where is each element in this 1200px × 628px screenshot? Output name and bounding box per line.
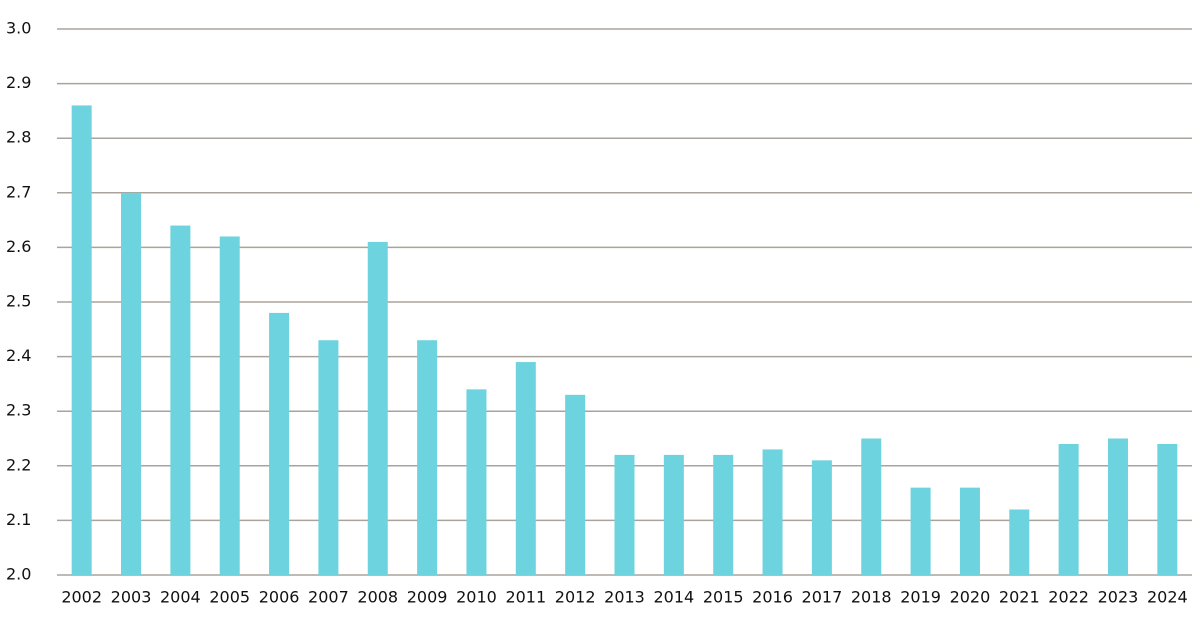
y-tick-label: 2.0 xyxy=(6,565,31,584)
bar xyxy=(762,449,783,575)
bar xyxy=(417,340,438,575)
y-tick-label: 2.4 xyxy=(6,346,31,365)
x-tick-label: 2009 xyxy=(407,588,448,607)
x-tick-label: 2011 xyxy=(505,588,546,607)
x-tick-label: 2006 xyxy=(259,588,300,607)
x-tick-label: 2022 xyxy=(1048,588,1089,607)
x-tick-label: 2017 xyxy=(802,588,843,607)
bar xyxy=(811,460,832,575)
bar xyxy=(121,192,142,576)
x-tick-label: 2007 xyxy=(308,588,349,607)
bar xyxy=(71,105,92,575)
x-tick-label: 2002 xyxy=(61,588,102,607)
bar xyxy=(318,340,339,575)
x-tick-label: 2013 xyxy=(604,588,645,607)
x-tick-label: 2008 xyxy=(357,588,398,607)
bar xyxy=(170,225,191,575)
bar xyxy=(1107,438,1128,575)
y-tick-label: 2.7 xyxy=(6,182,31,201)
bar xyxy=(219,236,240,576)
bar xyxy=(910,487,931,575)
x-tick-label: 2019 xyxy=(900,588,941,607)
y-tick-label: 2.3 xyxy=(6,401,31,420)
y-tick-label: 2.2 xyxy=(6,455,31,474)
y-tick-label: 2.1 xyxy=(6,510,31,529)
bar xyxy=(1058,443,1079,575)
x-tick-label: 2018 xyxy=(851,588,892,607)
x-tick-label: 2016 xyxy=(752,588,793,607)
bar xyxy=(367,241,388,575)
bar xyxy=(959,487,980,575)
y-tick-label: 2.6 xyxy=(6,237,31,256)
x-tick-label: 2014 xyxy=(653,588,694,607)
bar xyxy=(1009,509,1030,575)
y-tick-label: 2.5 xyxy=(6,292,31,311)
bar xyxy=(269,312,290,575)
x-tick-label: 2003 xyxy=(111,588,152,607)
bar xyxy=(663,454,684,575)
bar xyxy=(614,454,635,575)
x-tick-label: 2024 xyxy=(1147,588,1188,607)
bar xyxy=(515,362,536,575)
bar xyxy=(713,454,734,575)
y-tick-label: 2.9 xyxy=(6,73,31,92)
bar xyxy=(1157,443,1178,575)
x-tick-label: 2015 xyxy=(703,588,744,607)
x-tick-label: 2021 xyxy=(999,588,1040,607)
x-tick-label: 2004 xyxy=(160,588,201,607)
x-tick-label: 2010 xyxy=(456,588,497,607)
y-tick-label: 3.0 xyxy=(6,19,31,38)
bar xyxy=(466,389,487,575)
bar xyxy=(861,438,882,575)
x-tick-label: 2020 xyxy=(950,588,991,607)
bar xyxy=(565,394,586,575)
y-tick-label: 2.8 xyxy=(6,128,31,147)
x-tick-label: 2023 xyxy=(1098,588,1139,607)
x-tick-label: 2005 xyxy=(209,588,250,607)
x-tick-label: 2012 xyxy=(555,588,596,607)
